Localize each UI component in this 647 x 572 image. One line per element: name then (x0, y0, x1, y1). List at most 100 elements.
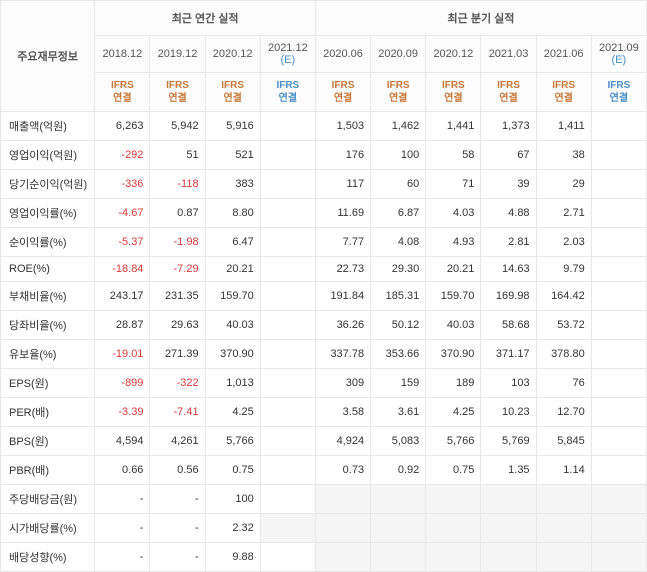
data-cell: 189 (426, 369, 481, 398)
data-cell (591, 340, 646, 369)
data-cell: -19.01 (95, 340, 150, 369)
period-header: 2021.12 (E) (260, 36, 315, 73)
ifrs-header: IFRS연결 (150, 73, 205, 112)
data-cell-grey (371, 514, 426, 543)
period-header: 2020.12 (205, 36, 260, 73)
table-row: BPS(원)4,5944,2615,7664,9245,0835,7665,76… (1, 427, 647, 456)
data-cell-grey (426, 485, 481, 514)
data-cell: -336 (95, 170, 150, 199)
data-cell-grey (315, 543, 370, 572)
data-cell: 6,263 (95, 112, 150, 141)
data-cell (260, 311, 315, 340)
data-cell: 164.42 (536, 282, 591, 311)
data-cell: 53.72 (536, 311, 591, 340)
data-cell: 29.30 (371, 257, 426, 282)
row-label: PBR(배) (1, 456, 95, 485)
table-row: 시가배당률(%)--2.32 (1, 514, 647, 543)
row-label: EPS(원) (1, 369, 95, 398)
table-row: 배당성향(%)--9.88 (1, 543, 647, 572)
table-row: ROE(%)-18.84-7.2920.2122.7329.3020.2114.… (1, 257, 647, 282)
data-cell: 185.31 (371, 282, 426, 311)
data-cell: 51 (150, 141, 205, 170)
data-cell: 28.87 (95, 311, 150, 340)
row-label: 당기순이익(억원) (1, 170, 95, 199)
data-cell: 521 (205, 141, 260, 170)
period-header: 2020.12 (426, 36, 481, 73)
row-label: 주당배당금(원) (1, 485, 95, 514)
data-cell: 10.23 (481, 398, 536, 427)
data-cell: 71 (426, 170, 481, 199)
data-cell: 1,373 (481, 112, 536, 141)
table-row: PBR(배)0.660.560.750.730.920.751.351.14 (1, 456, 647, 485)
financial-table: 주요재무정보 최근 연간 실적 최근 분기 실적 2018.122019.122… (0, 0, 647, 572)
ifrs-header: IFRS연결 (95, 73, 150, 112)
period-header: 2021.06 (536, 36, 591, 73)
data-cell: 8.80 (205, 199, 260, 228)
data-cell: 5,942 (150, 112, 205, 141)
data-cell: 0.56 (150, 456, 205, 485)
ifrs-header: IFRS연결 (536, 73, 591, 112)
data-cell (260, 112, 315, 141)
data-cell (260, 456, 315, 485)
data-cell (260, 141, 315, 170)
data-cell: 191.84 (315, 282, 370, 311)
data-cell: 4.88 (481, 199, 536, 228)
data-cell: 5,083 (371, 427, 426, 456)
data-cell: 4,261 (150, 427, 205, 456)
data-cell: 20.21 (426, 257, 481, 282)
row-label: 시가배당률(%) (1, 514, 95, 543)
period-header: 2020.09 (371, 36, 426, 73)
data-cell: 29.63 (150, 311, 205, 340)
data-cell: 5,766 (426, 427, 481, 456)
data-cell-grey (591, 543, 646, 572)
data-cell-grey (536, 485, 591, 514)
data-cell: 0.87 (150, 199, 205, 228)
row-label: 순이익률(%) (1, 228, 95, 257)
data-cell: -322 (150, 369, 205, 398)
data-cell: 5,769 (481, 427, 536, 456)
table-row: 유보율(%)-19.01271.39370.90337.78353.66370.… (1, 340, 647, 369)
data-cell: 20.21 (205, 257, 260, 282)
data-cell: 76 (536, 369, 591, 398)
row-label: 배당성향(%) (1, 543, 95, 572)
data-cell (591, 282, 646, 311)
data-cell: 378.80 (536, 340, 591, 369)
data-cell: - (150, 485, 205, 514)
data-cell: 100 (205, 485, 260, 514)
table-row: 순이익률(%)-5.37-1.986.477.774.084.932.812.0… (1, 228, 647, 257)
data-cell: -4.67 (95, 199, 150, 228)
data-cell: 4.93 (426, 228, 481, 257)
data-cell: 100 (371, 141, 426, 170)
data-cell: 7.77 (315, 228, 370, 257)
period-row: 2018.122019.122020.122021.12 (E)2020.062… (1, 36, 647, 73)
data-cell: 383 (205, 170, 260, 199)
data-cell: 169.98 (481, 282, 536, 311)
data-cell: 40.03 (205, 311, 260, 340)
data-cell: 243.17 (95, 282, 150, 311)
table-row: 당좌비율(%)28.8729.6340.0336.2650.1240.0358.… (1, 311, 647, 340)
table-row: PER(배)-3.39-7.414.253.583.614.2510.2312.… (1, 398, 647, 427)
data-cell (591, 456, 646, 485)
row-label: PER(배) (1, 398, 95, 427)
data-cell-grey (426, 543, 481, 572)
data-cell (591, 427, 646, 456)
ifrs-header: IFRS연결 (591, 73, 646, 112)
data-cell: 1,441 (426, 112, 481, 141)
data-cell: 4,924 (315, 427, 370, 456)
data-cell: 309 (315, 369, 370, 398)
data-cell: -3.39 (95, 398, 150, 427)
data-cell: 176 (315, 141, 370, 170)
data-cell (591, 170, 646, 199)
data-cell: 4.03 (426, 199, 481, 228)
ifrs-header: IFRS연결 (205, 73, 260, 112)
data-cell: -18.84 (95, 257, 150, 282)
data-cell: 6.87 (371, 199, 426, 228)
data-cell (591, 199, 646, 228)
data-cell: -292 (95, 141, 150, 170)
row-label: 영업이익률(%) (1, 199, 95, 228)
table-row: 당기순이익(억원)-336-11838311760713929 (1, 170, 647, 199)
data-cell: -1.98 (150, 228, 205, 257)
data-cell (260, 199, 315, 228)
ifrs-header: IFRS연결 (260, 73, 315, 112)
ifrs-header: IFRS연결 (426, 73, 481, 112)
